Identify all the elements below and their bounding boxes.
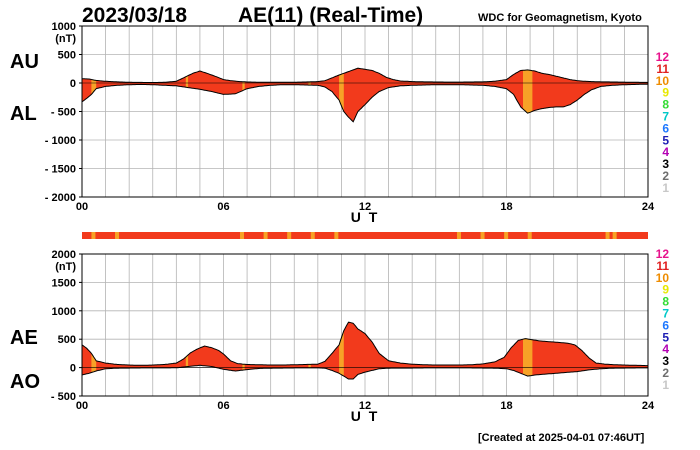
partial-segment [308, 81, 311, 86]
au-label: AU [10, 51, 39, 73]
status-bar-mark [456, 232, 461, 239]
station-key-6: 6 [662, 121, 669, 135]
partial-segment [308, 364, 311, 368]
status-bar-mark [240, 232, 245, 239]
area-au_al [82, 68, 648, 122]
partial-segment [185, 354, 189, 367]
station-key-12: 12 [656, 247, 670, 261]
status-bar-mark [480, 232, 485, 239]
status-bar-mark [334, 232, 339, 239]
station-key-2: 2 [662, 169, 669, 183]
y-tick-label: 0 [70, 363, 76, 375]
station-key-4: 4 [662, 342, 669, 356]
y-tick-label: 1000 [52, 306, 76, 318]
y-unit-label: (nT) [55, 33, 76, 45]
ae-label: AE [10, 327, 38, 349]
y-tick-label: - 500 [51, 107, 76, 119]
chart-au_al: 1000 500 0 - 500 - 1000 - 1500 - 2000 (nT) 00 06 1… [45, 21, 670, 225]
status-bar-mark [287, 232, 292, 239]
x-tick-label: 00 [76, 400, 88, 412]
station-key-7: 7 [662, 110, 669, 124]
station-key-10: 10 [656, 74, 670, 88]
station-key-1: 1 [662, 181, 669, 195]
station-key-11: 11 [656, 62, 669, 76]
x-tick-label: 12 [359, 400, 371, 412]
x-tick-label: 06 [217, 201, 229, 213]
y-tick-label: 0 [70, 78, 76, 90]
y-tick-label: - 1500 [45, 164, 76, 176]
y-tick-label: 500 [58, 50, 76, 62]
y-tick-label: 500 [58, 334, 76, 346]
status-bar-mark [310, 232, 315, 239]
x-tick-label: 00 [76, 201, 88, 213]
status-bar-mark [115, 232, 120, 239]
x-tick-label: 24 [642, 201, 655, 213]
y-tick-label: - 500 [51, 391, 76, 403]
x-tick-label: 24 [642, 400, 655, 412]
ao-label: AO [10, 371, 40, 393]
station-key-5: 5 [662, 330, 669, 344]
x-axis-label: U T [351, 209, 380, 225]
partial-segment [242, 364, 245, 371]
status-bar-mark [263, 232, 268, 239]
x-tick-label: 12 [359, 201, 371, 213]
station-key-3: 3 [662, 157, 669, 171]
y-tick-label: - 2000 [45, 192, 76, 204]
status-bar-mark [612, 232, 617, 239]
series-line-au [81, 67, 648, 83]
station-key-6: 6 [662, 318, 669, 332]
station-key-11: 11 [656, 259, 669, 273]
area-ae_ao [82, 322, 648, 379]
station-key-8: 8 [662, 98, 669, 112]
station-key-9: 9 [662, 86, 669, 100]
y-tick-label: - 1000 [45, 135, 76, 147]
status-bar [82, 232, 648, 239]
x-tick-label: 18 [500, 400, 512, 412]
status-bar-fill [82, 232, 648, 239]
partial-segment [185, 75, 189, 88]
partial-segment [242, 81, 245, 91]
partial-segment [523, 338, 533, 377]
organization-label: WDC for Geomagnetism, Kyoto [478, 12, 642, 24]
created-timestamp: [Created at 2025-04-01 07:46UT] [478, 432, 645, 444]
plot-frame [81, 253, 649, 397]
y-tick-label: 1000 [52, 21, 76, 33]
station-key-12: 12 [656, 50, 670, 64]
x-tick-label: 06 [217, 400, 229, 412]
status-bar-mark [605, 232, 610, 239]
status-bar-mark [91, 232, 96, 239]
status-bar-mark [504, 232, 509, 239]
x-axis-label: U T [351, 408, 380, 424]
series-line-ae [81, 321, 648, 367]
station-key-5: 5 [662, 133, 669, 147]
station-key-4: 4 [662, 145, 669, 159]
date-title: 2023/03/18 [82, 4, 188, 27]
station-key-9: 9 [662, 283, 669, 297]
station-key-1: 1 [662, 378, 669, 392]
station-key-7: 7 [662, 307, 669, 321]
x-tick-label: 18 [500, 201, 512, 213]
y-unit-label: (nT) [55, 261, 76, 273]
y-tick-label: 1500 [52, 277, 76, 289]
status-bar-mark [527, 232, 532, 239]
chart-title: AE(11) (Real-Time) [238, 4, 424, 27]
al-label: AL [10, 103, 37, 125]
partial-segment [523, 69, 533, 114]
station-key-2: 2 [662, 366, 669, 380]
y-tick-label: 2000 [52, 249, 76, 261]
station-key-8: 8 [662, 295, 669, 309]
station-key-10: 10 [656, 271, 670, 285]
station-key-3: 3 [662, 354, 669, 368]
series-line-al [81, 83, 649, 123]
